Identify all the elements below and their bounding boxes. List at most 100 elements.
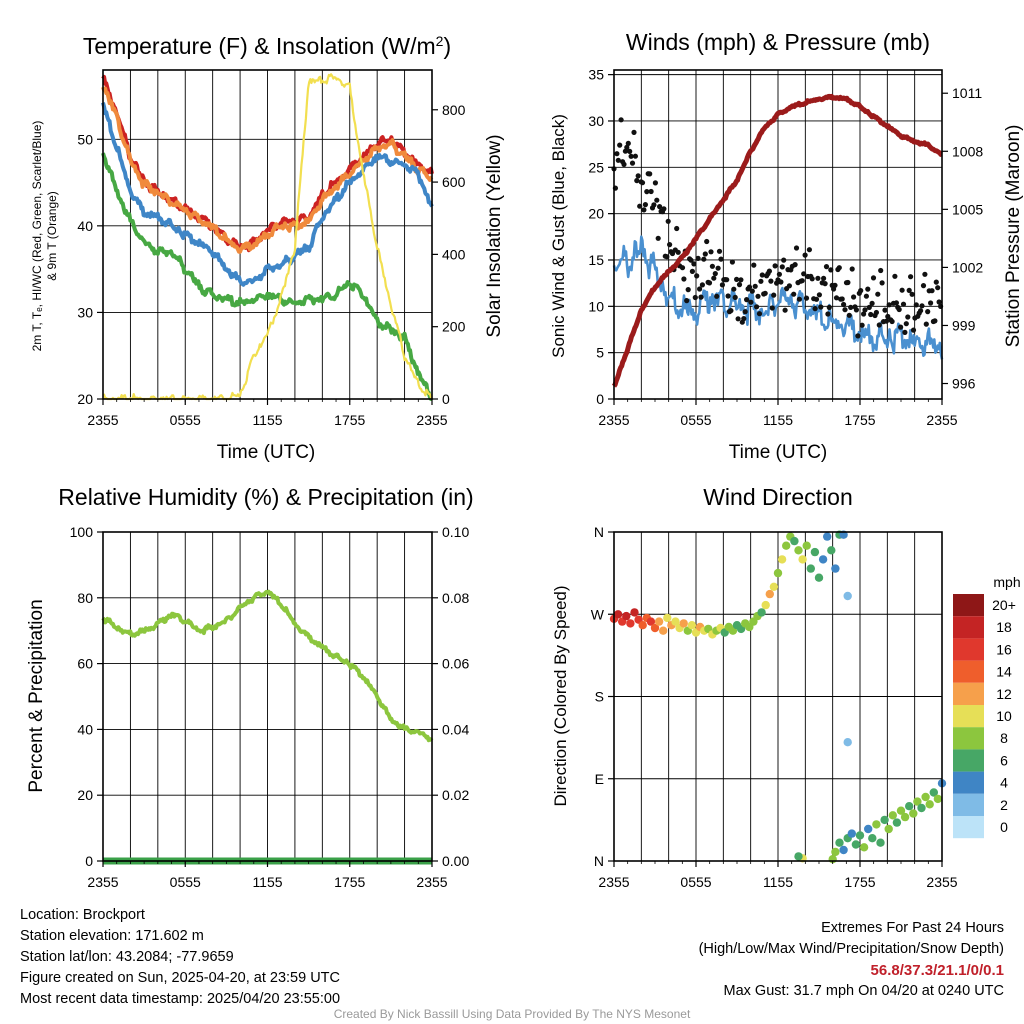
direction-point	[888, 811, 897, 820]
x-tick-label: 0555	[170, 874, 201, 890]
colorbar-swatch	[953, 594, 984, 617]
gust-point	[825, 311, 831, 317]
gust-point	[624, 144, 630, 150]
direction-point	[773, 568, 783, 578]
gust-point	[816, 292, 823, 298]
y-tick-label: 40	[77, 218, 93, 234]
direction-point	[638, 621, 647, 630]
gust-point	[859, 322, 865, 328]
direction-point	[798, 555, 807, 564]
y-tick-label: 10	[588, 298, 604, 314]
y2-tick-label: 1005	[952, 201, 983, 217]
y-tick-label: 15	[588, 252, 604, 268]
gust-point	[742, 309, 748, 315]
gust-point	[734, 276, 740, 282]
gust-point	[866, 304, 872, 310]
y-tick-label: 35	[588, 67, 604, 83]
direction-point	[925, 800, 934, 809]
gust-point	[674, 225, 680, 232]
x-tick-label: 2355	[416, 874, 447, 890]
credit-text: Created By Nick Bassill Using Data Provi…	[333, 1007, 691, 1021]
temp-ylabel-right: Solar Insolation (Yellow)	[484, 134, 505, 337]
gust-point	[813, 296, 820, 302]
gust-point	[849, 266, 855, 272]
gust-point	[909, 291, 915, 297]
direction-point	[794, 852, 803, 861]
direction-point	[896, 806, 906, 815]
direction-point	[794, 546, 803, 555]
x-tick-label: 1755	[844, 412, 875, 428]
gust-point	[846, 312, 852, 318]
direction-point	[835, 838, 844, 847]
gust-point	[759, 272, 765, 278]
y2-tick-label: 1008	[952, 143, 983, 159]
gust-point	[826, 304, 832, 310]
max-gust-text: Max Gust: 31.7 mph On 04/20 at 0240 UTC	[723, 983, 1004, 999]
direction-point	[827, 546, 836, 555]
gust-point	[698, 294, 704, 300]
gust-point	[691, 261, 697, 267]
direction-point	[868, 834, 877, 843]
gust-point	[679, 265, 686, 271]
gust-point	[823, 264, 830, 270]
gust-point	[715, 265, 721, 271]
series-station-pressure	[611, 93, 944, 388]
colorbar-label: 4	[1000, 775, 1008, 791]
gust-point	[667, 242, 673, 248]
rh-title: Relative Humidity (%) & Precipitation (i…	[58, 484, 473, 510]
gust-point	[902, 329, 908, 335]
gust-point	[702, 251, 708, 257]
colorbar-swatch	[953, 660, 984, 683]
gust-point	[689, 268, 696, 274]
gust-point	[665, 218, 671, 224]
gust-point	[718, 256, 724, 262]
direction-point	[933, 794, 943, 804]
gust-point	[746, 284, 753, 290]
gust-point	[863, 293, 870, 299]
gust-point	[786, 283, 793, 289]
gust-point	[848, 304, 854, 310]
gust-point	[935, 285, 941, 291]
gust-point	[725, 293, 731, 299]
gust-point	[655, 235, 661, 241]
location-text: Location: Brockport	[20, 907, 145, 923]
gust-point	[714, 293, 720, 299]
rh-ylabel-left: Percent & Precipitation	[26, 599, 47, 792]
wind-ylabel-right: Station Pressure (Maroon)	[1003, 125, 1024, 348]
direction-point	[892, 818, 902, 827]
y2-tick-label: 0.08	[442, 590, 469, 606]
gust-point	[845, 279, 851, 286]
y-tick-label: W	[591, 606, 605, 622]
gust-point	[936, 299, 942, 305]
gust-point	[736, 282, 743, 288]
direction-point	[839, 845, 848, 855]
gust-point	[933, 279, 939, 285]
y-tick-label: 0	[85, 853, 93, 869]
gust-point	[778, 279, 784, 285]
direction-point	[855, 831, 865, 840]
gust-point	[625, 140, 631, 146]
gust-point	[632, 153, 639, 159]
extremes-subtitle: (High/Low/Max Wind/Precipitation/Snow De…	[698, 941, 1004, 957]
direction-point	[831, 564, 840, 573]
colorbar-swatch	[953, 816, 984, 839]
temp-title: Temperature (F) & Insolation (W/m2)	[83, 33, 451, 59]
y-tick-label: 25	[588, 159, 604, 175]
gust-point	[618, 117, 624, 123]
gust-point	[822, 281, 828, 287]
dir-title: Wind Direction	[703, 484, 853, 510]
y2-tick-label: 200	[442, 319, 466, 335]
gust-point	[803, 295, 810, 301]
elevation-text: Station elevation: 171.602 m	[20, 928, 204, 944]
gust-point	[793, 245, 800, 251]
gust-point	[903, 321, 909, 327]
gust-point	[906, 287, 912, 293]
gust-point	[648, 188, 654, 195]
gust-point	[652, 180, 659, 186]
gust-point	[882, 307, 888, 313]
gust-point	[806, 247, 813, 253]
gust-point	[905, 314, 911, 320]
extremes-panel: Extremes For Past 24 Hours (High/Low/Max…	[699, 918, 1004, 1002]
gust-point	[865, 286, 871, 292]
gust-point	[756, 311, 763, 317]
